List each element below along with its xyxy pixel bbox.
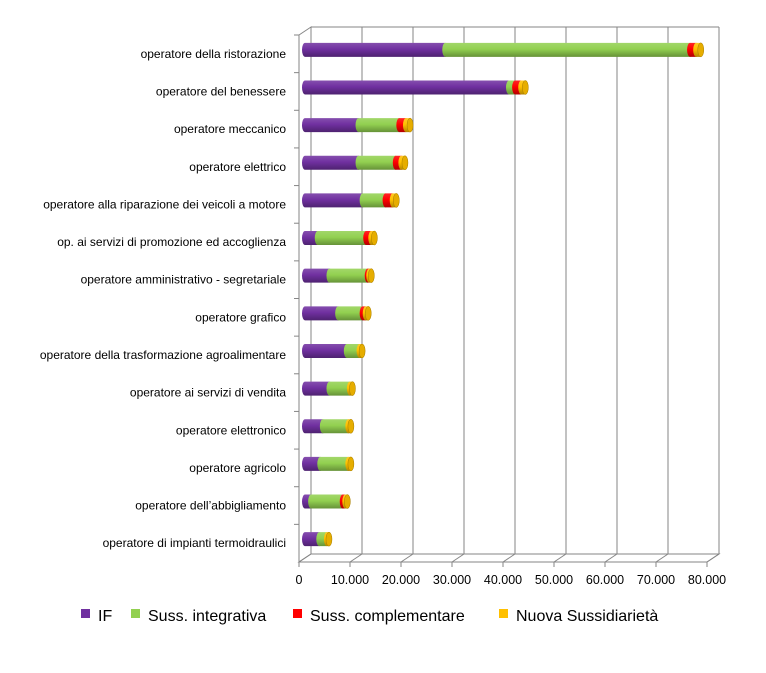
bar-segment-if — [302, 268, 333, 283]
legend-swatch — [293, 609, 302, 618]
category-label: operatore ai servizi di vendita — [130, 386, 286, 400]
bar-end-cap — [371, 230, 378, 246]
bar-segment-suss-integrativa — [326, 268, 371, 283]
legend-label: IF — [98, 608, 112, 625]
floor-line — [298, 553, 312, 563]
legend-label: Nuova Sussidiarietà — [516, 608, 658, 625]
category-label: operatore della trasformazione agroalime… — [40, 348, 286, 362]
x-tick-label: 50.000 — [535, 573, 573, 587]
bar-end-cap — [344, 494, 351, 509]
floor-line — [349, 553, 363, 563]
floor-line — [604, 553, 618, 563]
legend-swatch — [81, 609, 90, 618]
bar-end-cap — [406, 117, 414, 133]
floor-line — [451, 553, 465, 563]
bar-segment-suss-integrativa — [314, 231, 370, 246]
x-tick-label: 70.000 — [637, 573, 675, 587]
bar-segment-if — [302, 381, 333, 396]
floor-line — [655, 553, 669, 563]
category-label: operatore agricolo — [189, 461, 286, 475]
bar-end-cap — [347, 456, 355, 472]
bar-segment-suss-integrativa — [326, 381, 353, 396]
category-label: operatore amministrativo - segretariale — [81, 273, 287, 287]
category-label: operatore dell’abbigliamento — [135, 499, 286, 513]
bar-segment-if — [302, 118, 362, 133]
bar-segment-suss-integrativa — [317, 456, 352, 471]
bar-end-cap — [522, 80, 529, 95]
legend-label: Suss. complementare — [310, 608, 465, 625]
bar-segment-suss-integrativa — [335, 306, 366, 321]
legend-swatch — [499, 609, 508, 618]
category-label: operatore grafico — [195, 310, 286, 324]
bar-segment-if — [302, 42, 449, 57]
bar-segment-if — [302, 343, 350, 358]
category-labels: operatore della ristorazione operatore de… — [40, 34, 299, 550]
bars — [302, 42, 705, 547]
bar-segment-if — [302, 155, 362, 170]
bar-segment-suss-integrativa — [308, 494, 346, 509]
floor-line — [502, 553, 516, 563]
bar-end-cap — [347, 419, 355, 434]
bar-segment-if — [302, 419, 326, 434]
bar-end-cap — [401, 155, 409, 170]
bar-segment-if — [302, 306, 342, 321]
bar-end-cap — [393, 193, 400, 208]
x-tick-label: 40.000 — [484, 573, 522, 587]
x-tick-label: 20.000 — [382, 573, 420, 587]
bar-segment-if — [302, 80, 512, 95]
bar-segment-suss-integrativa — [442, 42, 694, 57]
gridlines — [298, 26, 720, 567]
category-label: operatore elettronico — [176, 423, 286, 437]
bar-end-cap — [349, 381, 356, 396]
x-tick-labels: 0 10.000 20.000 30.000 40.000 50.000 60.000 70.… — [296, 573, 727, 587]
bar-end-cap — [368, 268, 375, 283]
x-tick-label: 60.000 — [586, 573, 624, 587]
floor-line — [706, 553, 720, 563]
legend-swatch — [131, 609, 140, 618]
x-tick-label: 80.000 — [688, 573, 726, 587]
x-tick-label: 0 — [296, 573, 303, 587]
x-tick-label: 30.000 — [433, 573, 471, 587]
bar-segment-suss-integrativa — [355, 118, 403, 133]
bar-end-cap — [358, 343, 366, 359]
legend-label: Suss. integrativa — [148, 608, 266, 625]
floor-line — [400, 553, 414, 563]
category-label: operatore elettrico — [189, 160, 286, 174]
category-label: operatore meccanico — [174, 122, 286, 136]
bar-segment-if — [302, 193, 366, 208]
bar-segment-suss-integrativa — [355, 155, 399, 170]
x-tick-label: 10.000 — [331, 573, 369, 587]
category-label: operatore di impianti termoidraulici — [103, 536, 286, 550]
category-label: operatore alla riparazione dei veicoli a… — [43, 197, 286, 211]
floor-line — [553, 553, 567, 563]
bar-segment-suss-integrativa — [359, 193, 389, 208]
bar-end-cap — [325, 531, 333, 547]
bar-end-cap — [364, 306, 372, 321]
category-label: operatore del benessere — [156, 84, 286, 98]
bar-end-cap — [697, 42, 705, 58]
category-label: op. ai servizi di promozione ed accoglie… — [57, 235, 286, 249]
legend: IF Suss. integrativa Suss. complementare Nu… — [81, 608, 658, 625]
bar-segment-suss-integrativa — [319, 419, 352, 434]
category-label: operatore della ristorazione — [141, 47, 287, 61]
left-wall — [298, 26, 312, 563]
